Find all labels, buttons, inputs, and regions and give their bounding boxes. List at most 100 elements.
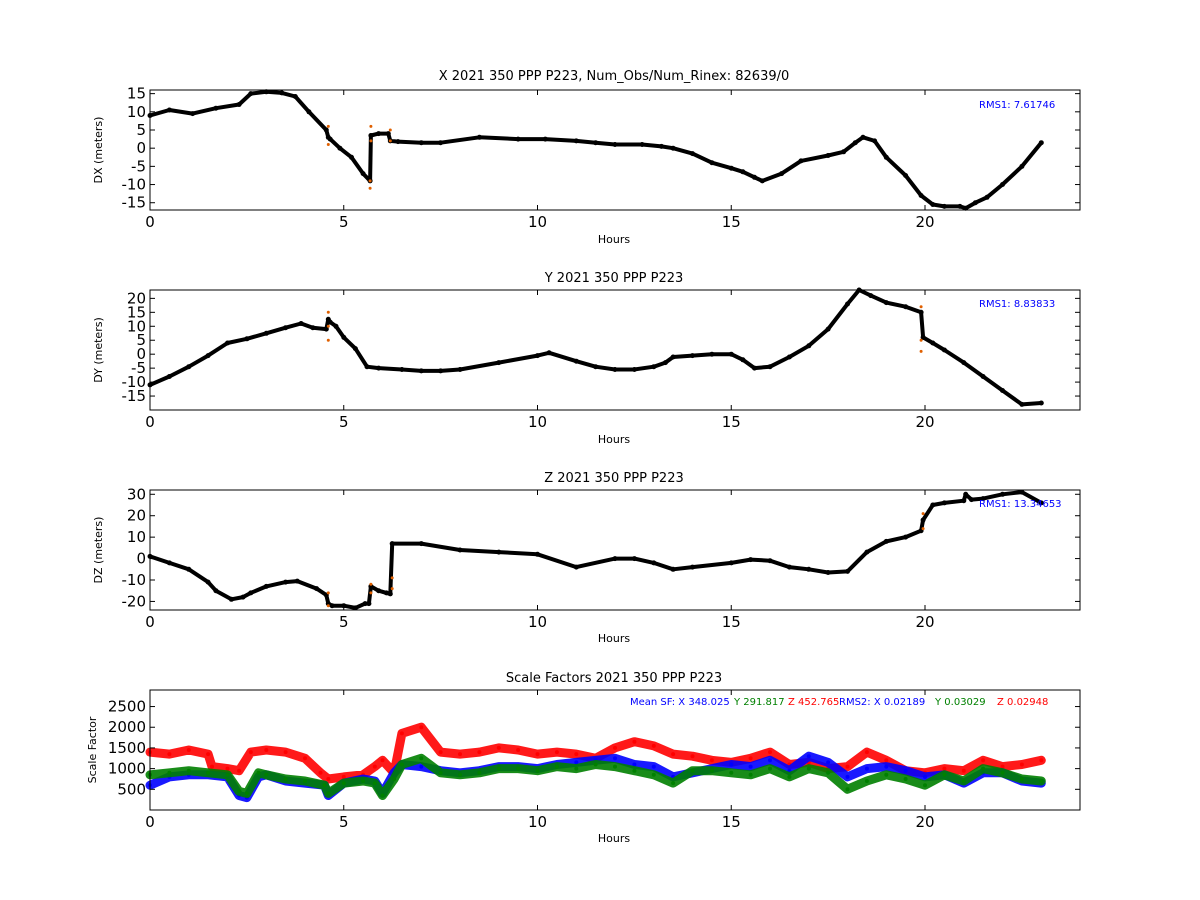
data-point bbox=[388, 139, 392, 143]
data-point bbox=[546, 350, 552, 356]
chart-title: Y 2021 350 PPP P223 bbox=[544, 271, 684, 286]
data-point bbox=[535, 353, 540, 359]
data-point bbox=[690, 768, 695, 773]
data-point bbox=[728, 560, 734, 566]
rms-annotation: RMS1: 7.61746 bbox=[979, 100, 1055, 111]
data-point bbox=[225, 766, 230, 771]
y-tick-label: 15 bbox=[127, 303, 146, 321]
data-point bbox=[941, 203, 947, 209]
data-point bbox=[709, 160, 715, 166]
data-point bbox=[337, 145, 343, 151]
data-point bbox=[806, 566, 812, 572]
data-point bbox=[903, 768, 908, 773]
data-point bbox=[632, 739, 637, 744]
data-point bbox=[380, 793, 385, 798]
data-point bbox=[806, 343, 812, 349]
data-point bbox=[748, 764, 753, 769]
data-point bbox=[969, 497, 974, 503]
data-point bbox=[930, 340, 936, 346]
x-tick-label: 10 bbox=[528, 213, 547, 231]
data-point bbox=[341, 781, 346, 786]
data-point bbox=[573, 358, 579, 364]
data-point bbox=[263, 89, 269, 95]
data-point bbox=[779, 171, 785, 177]
data-point bbox=[670, 566, 676, 572]
data-point bbox=[399, 367, 405, 372]
data-point bbox=[166, 560, 172, 566]
data-point bbox=[213, 105, 219, 111]
data-point bbox=[326, 791, 331, 796]
x-tick-label: 5 bbox=[339, 413, 349, 431]
chart-title: Scale Factors 2021 350 PPP P223 bbox=[506, 671, 722, 686]
data-point bbox=[376, 588, 382, 594]
data-point bbox=[651, 743, 656, 748]
data-point bbox=[380, 758, 385, 763]
data-point bbox=[237, 789, 242, 794]
data-point bbox=[496, 360, 502, 366]
data-point bbox=[206, 752, 211, 757]
data-point bbox=[496, 745, 501, 750]
data-point bbox=[477, 770, 482, 775]
data-point bbox=[860, 134, 866, 140]
data-point bbox=[1000, 182, 1005, 187]
data-point bbox=[237, 768, 242, 773]
data-point bbox=[1038, 400, 1044, 406]
data-point bbox=[651, 764, 656, 769]
data-point bbox=[920, 517, 926, 523]
data-point bbox=[921, 512, 925, 516]
data-point bbox=[864, 766, 869, 771]
x-tick-label: 10 bbox=[528, 813, 547, 831]
dy-subplot: Y 2021 350 PPP P223 0 5 10 15 20 -15-10-5051… bbox=[92, 271, 1081, 446]
data-point bbox=[631, 556, 637, 562]
data-point bbox=[1000, 388, 1005, 393]
data-point bbox=[264, 748, 269, 752]
data-point bbox=[768, 750, 772, 755]
data-point bbox=[248, 91, 254, 97]
data-point bbox=[458, 752, 462, 757]
data-point bbox=[883, 300, 889, 306]
y-tick-label: -15 bbox=[122, 194, 147, 212]
data-point bbox=[399, 762, 404, 767]
data-point bbox=[825, 153, 831, 158]
data-point bbox=[825, 326, 831, 332]
data-point bbox=[476, 134, 482, 140]
data-point bbox=[349, 154, 354, 160]
rms2-x-annotation: RMS2: X 0.02189 bbox=[839, 697, 925, 708]
data-point bbox=[327, 136, 333, 142]
data-point bbox=[341, 334, 347, 340]
data-point bbox=[1019, 489, 1025, 495]
x-tick-label: 10 bbox=[528, 413, 547, 431]
data-point bbox=[709, 758, 714, 763]
data-point bbox=[366, 601, 372, 607]
dz-subplot: Z 2021 350 PPP P223 0 5 10 15 20 -20 -10 0 10 20… bbox=[92, 471, 1081, 645]
data-point bbox=[786, 564, 792, 570]
position-series bbox=[148, 89, 1044, 211]
data-point bbox=[961, 768, 966, 773]
y-axis-label: DZ (meters) bbox=[92, 517, 105, 584]
data-point bbox=[767, 558, 773, 564]
data-point bbox=[709, 768, 714, 773]
data-point bbox=[903, 534, 909, 540]
y-tick-label: -10 bbox=[122, 373, 147, 391]
data-point bbox=[326, 338, 330, 342]
data-point bbox=[1000, 491, 1005, 497]
x-tick-label: 15 bbox=[722, 413, 741, 431]
data-point bbox=[806, 754, 811, 759]
x-tick-label: 5 bbox=[339, 813, 349, 831]
data-point bbox=[383, 590, 389, 596]
data-point bbox=[961, 360, 967, 366]
data-point bbox=[186, 364, 192, 370]
data-point bbox=[748, 557, 754, 563]
y-tick-label: 15 bbox=[127, 85, 146, 103]
data-point bbox=[458, 772, 462, 777]
data-point bbox=[368, 186, 372, 190]
data-point bbox=[225, 772, 230, 777]
data-point bbox=[341, 774, 346, 779]
data-point bbox=[318, 770, 323, 775]
data-point bbox=[236, 102, 242, 107]
data-point bbox=[1038, 500, 1044, 506]
data-point bbox=[387, 591, 393, 597]
data-point bbox=[845, 568, 850, 574]
data-point bbox=[841, 149, 847, 155]
x-tick-label: 15 bbox=[722, 813, 741, 831]
